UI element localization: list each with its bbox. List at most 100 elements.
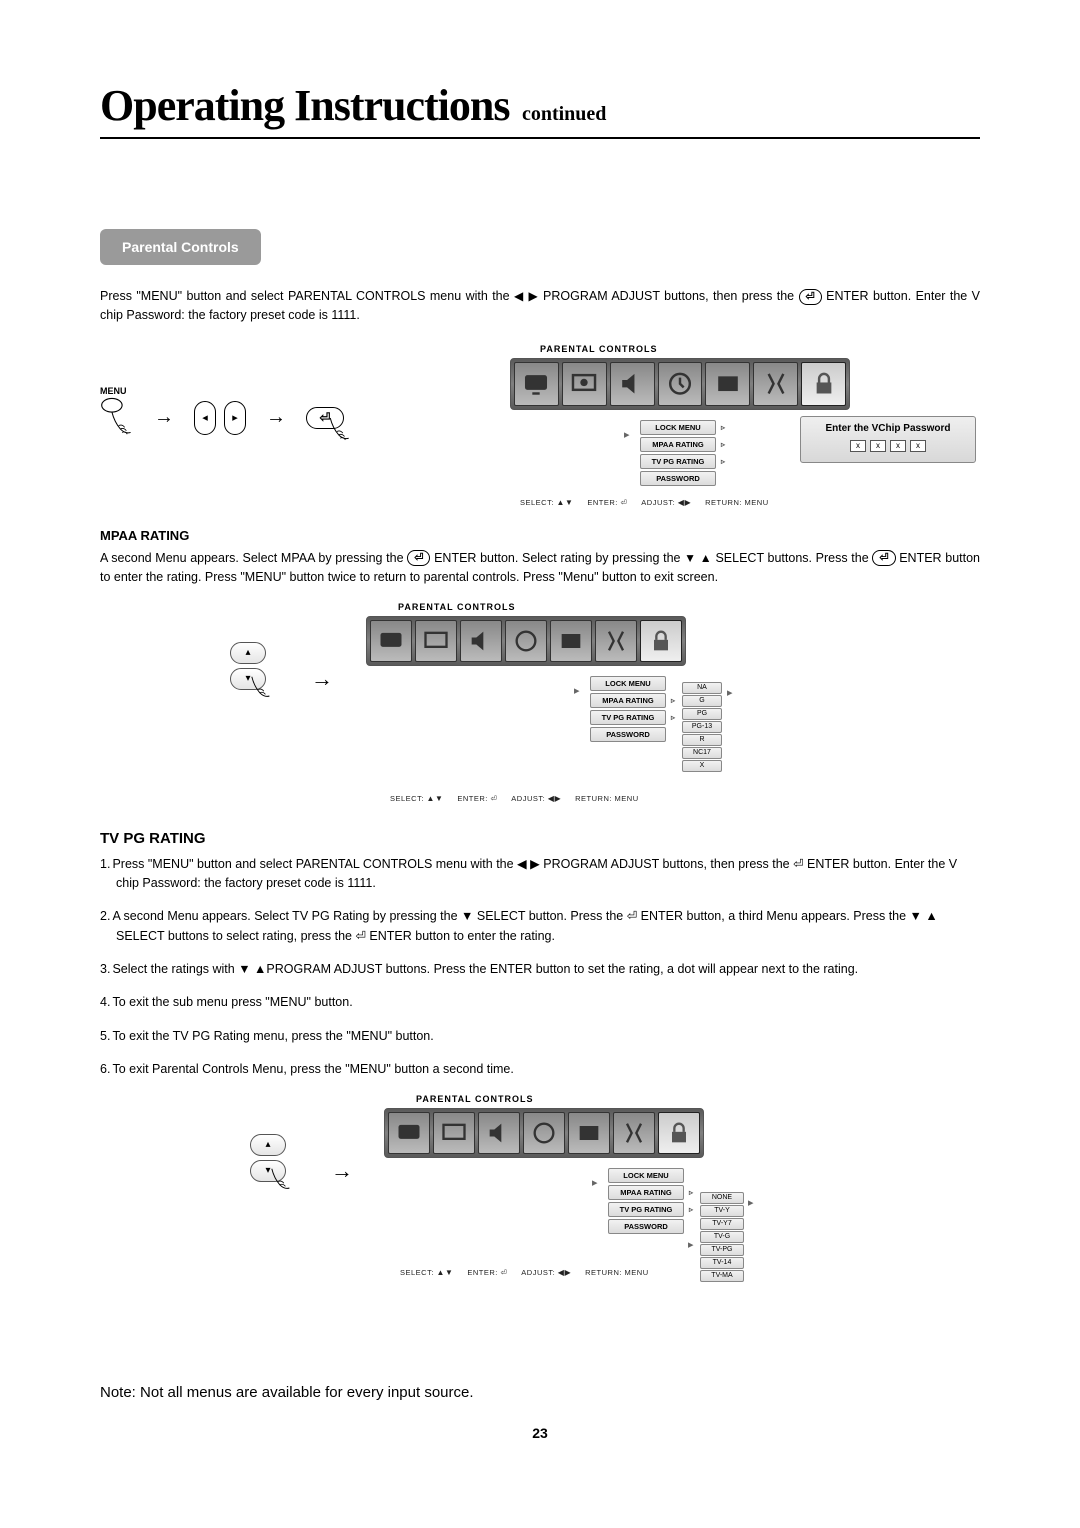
enter-press-icon: ⏎ xyxy=(306,407,344,429)
vchip-title: Enter the VChip Password xyxy=(811,423,965,434)
pc-icon-lock xyxy=(640,620,682,662)
page-subtitle: continued xyxy=(522,103,606,125)
rating-item: PG-13 xyxy=(682,721,722,733)
menu-item: TV PG RATING▹ xyxy=(640,454,716,469)
mpaa-heading: MPAA RATING xyxy=(100,528,980,543)
pc-strip-title: PARENTAL CONTROLS xyxy=(416,1094,534,1104)
menu-item: MPAA RATING▹ xyxy=(640,437,716,452)
updown-buttons: ▴ ▾ xyxy=(230,642,266,690)
rating-item: NONE xyxy=(700,1192,744,1204)
rating-item: R xyxy=(682,734,722,746)
chevron-icon: ▸ xyxy=(592,1176,598,1189)
vchip-digit: x xyxy=(870,440,886,452)
chevron-icon: ▸ xyxy=(624,428,630,441)
figure-tvpg: ▴ ▾ → PARENTAL CONTROLS LOCK MENU MPAA R… xyxy=(100,1094,980,1334)
menu-item: LOCK MENU xyxy=(608,1168,684,1183)
rating-item: TV-MA xyxy=(700,1270,744,1282)
pc-icon-lock xyxy=(658,1112,700,1154)
legend: SELECT: ▲▼ ENTER: ⏎ ADJUST: ◀▶ RETURN: M… xyxy=(390,794,639,803)
pc-icon-input xyxy=(550,620,592,662)
arrow-icon: → xyxy=(320,1158,364,1184)
pc-icon-tv xyxy=(388,1112,430,1154)
lock-menu-list: LOCK MENU MPAA RATING▹ TV PG RATING▹ PAS… xyxy=(590,676,666,742)
pc-icon-tv xyxy=(370,620,412,662)
down-press-icon: ▾ xyxy=(250,1160,286,1182)
parental-controls-tag: Parental Controls xyxy=(100,229,261,265)
pc-icon-audio xyxy=(460,620,502,662)
rating-item: NA xyxy=(682,682,722,694)
hand-press-icon xyxy=(100,396,134,440)
legend-select: SELECT: ▲▼ xyxy=(520,498,573,507)
up-button-icon: ▴ xyxy=(230,642,266,664)
figure-menu-flow: MENU → ◂ ▸ → ⏎ PARENTAL CONTROLS L xyxy=(100,340,980,510)
rating-item: TV-PG xyxy=(700,1244,744,1256)
pc-icon-clock xyxy=(658,362,703,406)
mpaa-text-c: SELECT buttons. Press the xyxy=(715,551,872,565)
pc-icon-strip xyxy=(510,358,850,410)
pc-icon-settings xyxy=(613,1112,655,1154)
pc-icon-input xyxy=(568,1112,610,1154)
step-item: A second Menu appears. Select TV PG Rati… xyxy=(100,907,980,946)
pc-icon-lock xyxy=(801,362,846,406)
vchip-digit: x xyxy=(910,440,926,452)
down-press-icon: ▾ xyxy=(230,668,266,690)
legend-adjust: ADJUST: ◀▶ xyxy=(511,794,561,803)
enter-icon: ⏎ xyxy=(407,550,430,566)
menu-item: PASSWORD xyxy=(608,1219,684,1234)
pc-strip-title: PARENTAL CONTROLS xyxy=(398,602,516,612)
legend-select: SELECT: ▲▼ xyxy=(400,1268,453,1277)
mpaa-text-a: A second Menu appears. Select MPAA by pr… xyxy=(100,551,407,565)
pc-icon-audio xyxy=(610,362,655,406)
legend-select: SELECT: ▲▼ xyxy=(390,794,443,803)
intro-text-b: PROGRAM ADJUST buttons, then press the xyxy=(543,289,799,303)
rating-item: TV-G xyxy=(700,1231,744,1243)
menu-item: LOCK MENU▹ xyxy=(640,420,716,435)
menu-item: PASSWORD xyxy=(590,727,666,742)
left-right-arrow-icon: ◀ ▶ xyxy=(514,289,539,303)
up-button-icon: ▴ xyxy=(250,1134,286,1156)
legend-enter: ENTER: ⏎ xyxy=(587,498,627,507)
chevron-icon: ▸ xyxy=(688,1238,694,1251)
title-bar: Operating Instructions continued xyxy=(100,80,980,139)
enter-icon: ⏎ xyxy=(872,550,895,566)
tvpg-steps: Press "MENU" button and select PARENTAL … xyxy=(100,855,980,1080)
menu-item: MPAA RATING▹ xyxy=(608,1185,684,1200)
chevron-icon: ▸ xyxy=(727,686,733,699)
updown-buttons: ▴ ▾ xyxy=(250,1134,286,1182)
figure-mpaa: ▴ ▾ → PARENTAL CONTROLS LOCK MENU MPAA R… xyxy=(100,602,980,812)
pc-icon-clock xyxy=(523,1112,565,1154)
pc-icon-settings xyxy=(595,620,637,662)
rating-item: TV-14 xyxy=(700,1257,744,1269)
step-item: Select the ratings with ▼ ▲PROGRAM ADJUS… xyxy=(100,960,980,979)
rating-item: TV-Y xyxy=(700,1205,744,1217)
rating-item: PG xyxy=(682,708,722,720)
chevron-icon: ▸ xyxy=(574,684,580,697)
menu-item: MPAA RATING▹ xyxy=(590,693,666,708)
rating-item: TV-Y7 xyxy=(700,1218,744,1230)
pc-icon-input xyxy=(705,362,750,406)
menu-item: TV PG RATING▹ xyxy=(608,1202,684,1217)
legend-return: RETURN: MENU xyxy=(575,794,639,803)
menu-item: LOCK MENU xyxy=(590,676,666,691)
mpaa-paragraph: A second Menu appears. Select MPAA by pr… xyxy=(100,549,980,588)
mpaa-text-b: ENTER button. Select rating by pressing … xyxy=(434,551,684,565)
legend: SELECT: ▲▼ ENTER: ⏎ ADJUST: ◀▶ RETURN: M… xyxy=(400,1268,649,1277)
right-button-icon: ▸ xyxy=(224,401,246,435)
lock-menu-list: LOCK MENU MPAA RATING▹ TV PG RATING▹ PAS… xyxy=(608,1168,684,1234)
pc-icon-clock xyxy=(505,620,547,662)
pc-icon-audio xyxy=(478,1112,520,1154)
menu-label: MENU xyxy=(100,386,127,396)
vchip-digit: x xyxy=(850,440,866,452)
arrow-icon: → xyxy=(254,406,298,429)
step-item: To exit the sub menu press "MENU" button… xyxy=(100,993,980,1012)
legend-enter: ENTER: ⏎ xyxy=(457,794,497,803)
pc-icon-strip xyxy=(384,1108,704,1158)
legend-adjust: ADJUST: ◀▶ xyxy=(641,498,691,507)
step-item: To exit Parental Controls Menu, press th… xyxy=(100,1060,980,1079)
page-number: 23 xyxy=(100,1425,980,1441)
tvpg-submenu: NONE TV-Y TV-Y7 TV-G TV-PG TV-14 TV-MA xyxy=(700,1192,744,1282)
legend-return: RETURN: MENU xyxy=(585,1268,649,1277)
menu-item: TV PG RATING▹ xyxy=(590,710,666,725)
legend-enter: ENTER: ⏎ xyxy=(467,1268,507,1277)
legend-adjust: ADJUST: ◀▶ xyxy=(521,1268,571,1277)
